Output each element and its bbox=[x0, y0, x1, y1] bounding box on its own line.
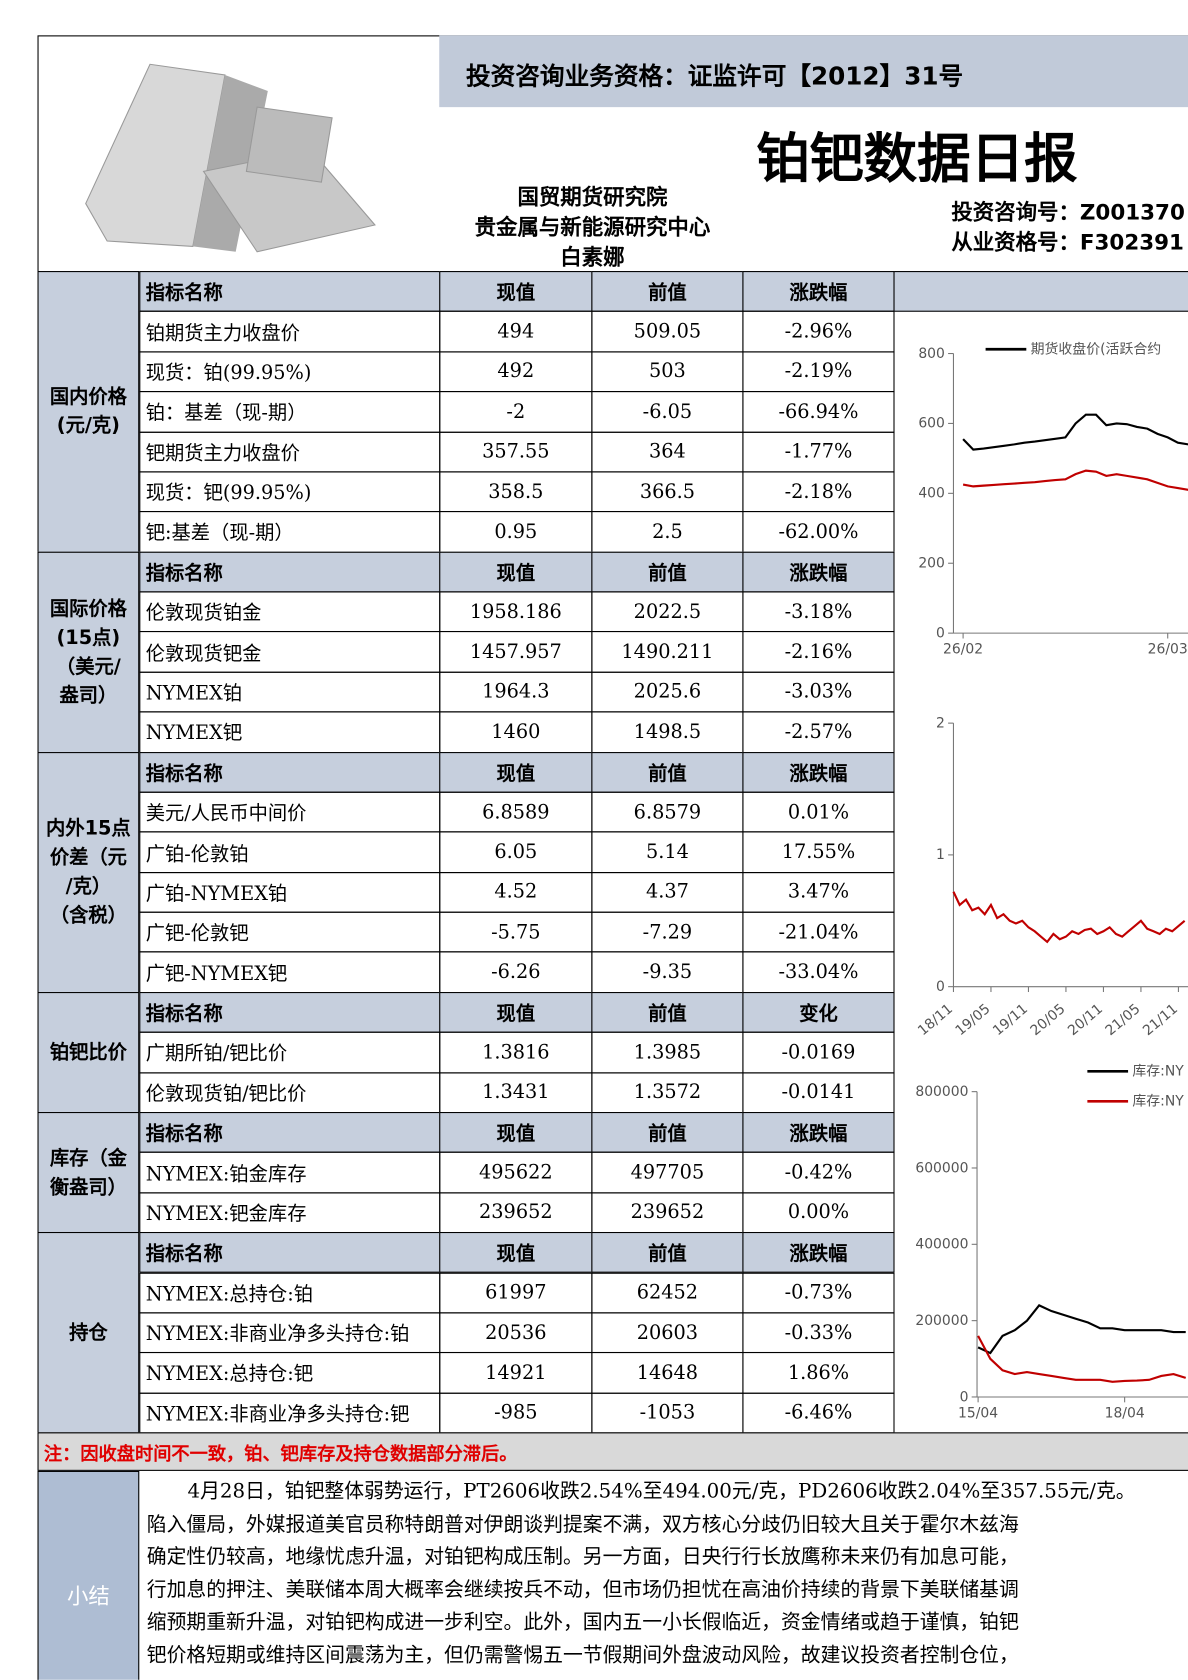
section-label: 铂钯比价 bbox=[37, 991, 140, 1114]
section-label-line: 库存（金 bbox=[49, 1146, 127, 1170]
section-label: 国际价格 (15点) （美元/盎司） bbox=[37, 551, 140, 753]
contact: 投资咨询号：Z001370 从业资格号：F302391 bbox=[951, 197, 1185, 257]
section-label-line: （美元/ bbox=[55, 655, 121, 678]
report-title: 铂钯数据日报 bbox=[756, 127, 1078, 190]
series-line bbox=[952, 891, 1186, 944]
y-tick-label: 800000 bbox=[915, 1084, 968, 1100]
y-tick-label: 0 bbox=[936, 625, 945, 641]
section-label-line: /克） bbox=[65, 875, 112, 898]
legend-label: 期货收盘价(活跃合约 bbox=[1031, 341, 1162, 358]
column-header: 现值 bbox=[439, 271, 593, 313]
column-header: 涨跌幅 bbox=[742, 751, 895, 793]
x-tick-label: 19/05 bbox=[953, 1001, 994, 1039]
y-tick-label: 600 bbox=[918, 416, 945, 432]
section-label-line: 国际价格 bbox=[49, 597, 127, 620]
section-label: 国内价格 (元/克) bbox=[37, 271, 140, 553]
section-label: 持仓 bbox=[37, 1232, 140, 1434]
section-label-line: 持仓 bbox=[69, 1321, 108, 1344]
y-tick-label: 800 bbox=[918, 346, 945, 362]
y-tick-label: 600000 bbox=[915, 1160, 968, 1176]
summary-line: 缩预期重新升温，对铂钯构成进一步利空。此外，国内五一小长假临近，资金情绪或趋于谨… bbox=[146, 1611, 1019, 1634]
x-tick-label: 18/04 bbox=[1105, 1405, 1145, 1421]
series-line bbox=[977, 1335, 1187, 1383]
section-label-line: 衡盎司） bbox=[49, 1175, 127, 1199]
x-tick-label: 20/05 bbox=[1028, 1001, 1069, 1039]
column-header: 现值 bbox=[439, 991, 593, 1033]
summary-line: 行加息的押注、美联储本周大概率会继续按兵不动，但市场仍担忧在高油价持续的背景下美… bbox=[146, 1578, 1019, 1602]
y-tick-label: 400 bbox=[918, 486, 945, 502]
contact-line: 投资咨询号：Z001370 bbox=[951, 199, 1185, 225]
x-tick-label: 21/05 bbox=[1103, 1001, 1144, 1039]
institute-line: 白素娜 bbox=[560, 244, 625, 270]
column-header: 涨跌幅 bbox=[742, 271, 895, 313]
section-label: 库存（金衡盎司） bbox=[37, 1111, 140, 1234]
y-tick-label: 0 bbox=[936, 979, 945, 995]
qualification: 投资咨询业务资格：证监许可【2012】31号 bbox=[466, 63, 964, 92]
summary-label: 小结 bbox=[37, 1470, 140, 1680]
summary-line: 确定性仍较高，地缘忧虑升温，对铂钯构成压制。另一方面，日央行行长放鹰称未来仍有加… bbox=[146, 1545, 1019, 1569]
x-tick-label: 20/11 bbox=[1065, 1001, 1106, 1039]
y-tick-label: 200 bbox=[918, 556, 945, 572]
x-tick-label: 26/02 bbox=[943, 641, 983, 657]
institute-line: 贵金属与新能源研究中心 bbox=[474, 214, 711, 240]
contact-line: 从业资格号：F302391 bbox=[951, 229, 1184, 255]
y-tick-label: 0 bbox=[960, 1389, 969, 1405]
column-header: 指标名称 bbox=[139, 991, 441, 1033]
column-header: 变化 bbox=[742, 991, 895, 1033]
summary-text: 4月28日，铂钯整体弱势运行，PT2606收跌2.54%至494.00元/克，P… bbox=[147, 1476, 1188, 1672]
y-tick-label: 400000 bbox=[915, 1237, 968, 1253]
column-header: 现值 bbox=[439, 751, 593, 793]
y-tick-label: 2 bbox=[936, 715, 945, 731]
section-label-line: (元/克) bbox=[56, 414, 121, 438]
column-header: 前值 bbox=[591, 1111, 744, 1154]
series-line bbox=[977, 1304, 1186, 1355]
column-header: 指标名称 bbox=[139, 1111, 441, 1154]
y-tick-label: 1 bbox=[936, 847, 945, 863]
summary-line: 陷入僵局，外媒报道美官员称特朗普对伊朗谈判提案不满，双方核心分歧仍旧较大且关于霍… bbox=[146, 1513, 1019, 1536]
summary-line: 4月28日，铂钯整体弱势运行，PT2606收跌2.54%至494.00元/克，P… bbox=[187, 1480, 1136, 1504]
section-label-line: （含税） bbox=[49, 904, 127, 927]
column-header: 涨跌幅 bbox=[742, 1232, 895, 1274]
header-band bbox=[439, 35, 1188, 108]
x-tick-label: 19/11 bbox=[990, 1001, 1031, 1039]
series-line bbox=[962, 469, 1188, 491]
section-label-line: 国内价格 bbox=[49, 386, 127, 409]
legend-label: 库存:NY bbox=[1132, 1064, 1184, 1080]
section-label-line: 内外15点 bbox=[46, 817, 131, 841]
column-header: 指标名称 bbox=[139, 551, 441, 593]
note: 注：因收盘时间不一致，铂、钯库存及持仓数据部分滞后。 bbox=[37, 1432, 1188, 1471]
legend-label: 库存:NY bbox=[1132, 1094, 1184, 1110]
series-line bbox=[962, 413, 1188, 451]
column-header: 指标名称 bbox=[139, 271, 441, 313]
section-label-line: 盎司） bbox=[59, 684, 118, 707]
platinum-photo bbox=[85, 63, 376, 253]
x-tick-label: 26/03 bbox=[1148, 641, 1188, 657]
section-label-line: 铂钯比价 bbox=[49, 1041, 127, 1064]
column-header: 前值 bbox=[591, 991, 744, 1033]
chart-header bbox=[893, 271, 1188, 312]
section-label-line: 价差（元 bbox=[49, 846, 127, 870]
x-tick-label: 15/04 bbox=[958, 1405, 998, 1421]
section-label: 内外15点价差（元/克） （含税） bbox=[37, 751, 140, 993]
x-tick-label: 21/11 bbox=[1140, 1001, 1181, 1039]
section-label-line: (15点) bbox=[56, 626, 121, 649]
y-tick-label: 200000 bbox=[915, 1313, 968, 1329]
x-tick-label: 18/11 bbox=[915, 1001, 956, 1039]
institute-line: 国贸期货研究院 bbox=[517, 184, 668, 210]
column-header: 指标名称 bbox=[139, 751, 441, 793]
summary-line: 钯价格短期或维持区间震荡为主，但仍需警惕五一节假期间外盘波动风险，故建议投资者控… bbox=[146, 1643, 1019, 1667]
institute: 国贸期货研究院 贵金属与新能源研究中心 白素娜 bbox=[439, 182, 745, 272]
